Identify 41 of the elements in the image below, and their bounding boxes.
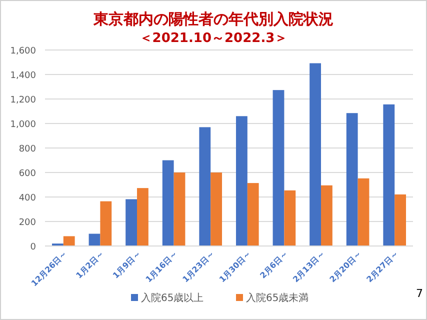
chart-subtitle: ＜2021.10～2022.3＞ — [139, 31, 288, 46]
bar — [272, 90, 284, 246]
bar — [236, 116, 248, 246]
y-tick-label: 1,600 — [10, 46, 36, 56]
x-tick-label: 1月23日～ — [180, 249, 216, 284]
x-tick-label: 1月2日～ — [74, 249, 106, 280]
bar — [346, 113, 358, 246]
bar — [383, 104, 395, 246]
x-tick-label: 2月27日～ — [364, 249, 400, 284]
y-tick-label: 600 — [18, 169, 36, 179]
bar — [63, 236, 75, 246]
text: 7 — [416, 287, 423, 300]
bar — [394, 194, 406, 246]
x-tick-label: 1月30日～ — [218, 249, 253, 284]
bar — [88, 234, 100, 246]
bar — [100, 201, 112, 246]
bar — [210, 172, 222, 246]
y-tick-label: 400 — [18, 194, 36, 204]
y-tick-label: 1,200 — [10, 96, 36, 106]
y-tick-label: 1,000 — [10, 120, 36, 130]
legend-label: 入院65歳以上 — [141, 292, 204, 304]
bar — [358, 178, 370, 246]
bar — [247, 183, 259, 246]
x-tick-label: 2月6日～ — [258, 249, 290, 280]
x-tick-label: 2月13日～ — [291, 249, 326, 284]
y-tick-label: 200 — [18, 218, 36, 228]
bar — [162, 160, 174, 246]
bar — [126, 199, 137, 246]
bar — [137, 188, 148, 246]
x-tick-label: 1月9日～ — [111, 249, 142, 280]
legend-label: 入院65歳未満 — [246, 292, 309, 304]
y-tick-label: 1,400 — [10, 71, 36, 81]
bar — [284, 190, 296, 246]
x-tick-label: 1月16日～ — [144, 249, 180, 284]
bar — [199, 127, 211, 246]
y-tick-label: 800 — [18, 144, 36, 154]
chart-title: 東京都内の陽性者の年代別入院状況 — [92, 10, 334, 28]
bar — [310, 63, 321, 246]
bar — [321, 185, 332, 246]
x-tick-label: 2月20日～ — [328, 249, 364, 284]
bar — [174, 172, 186, 246]
